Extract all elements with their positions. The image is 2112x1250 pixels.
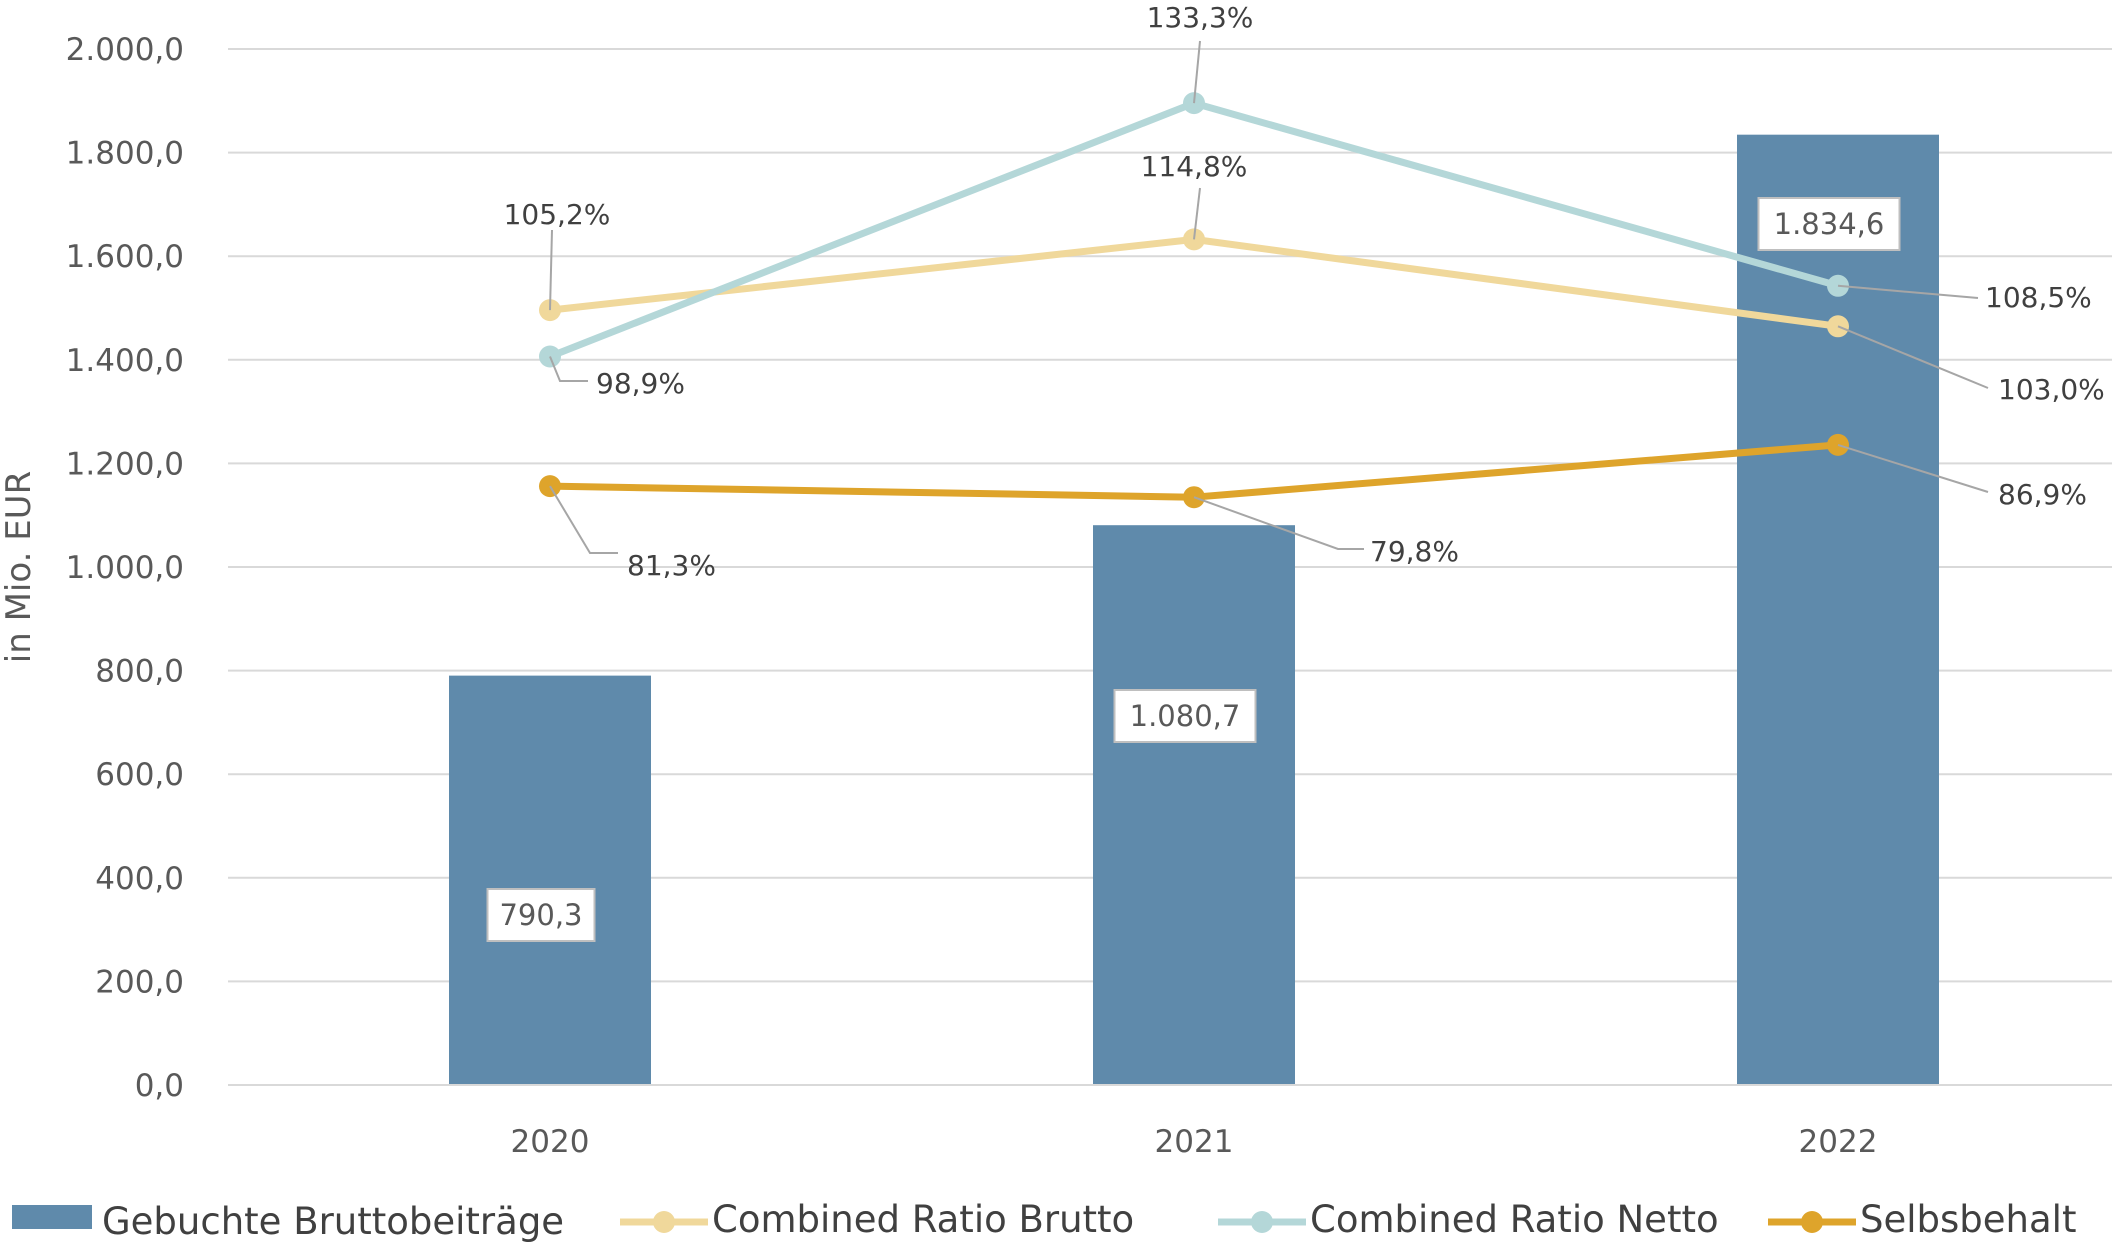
legend-marker	[1801, 1211, 1823, 1233]
line-value-label: 98,9%	[596, 367, 685, 400]
bar-value-box	[1757, 197, 1901, 251]
legend-swatch	[12, 1205, 92, 1229]
leader-line	[549, 229, 553, 311]
bar-series	[449, 134, 1939, 1086]
y-tick-label: 800,0	[95, 654, 184, 690]
y-tick-label: 2.000,0	[66, 32, 184, 68]
leader-line	[1837, 284, 1979, 299]
leader-line	[1193, 496, 1364, 550]
leader-line	[1837, 443, 1989, 493]
y-tick-label: 1.600,0	[66, 239, 184, 275]
leader-line	[549, 485, 618, 554]
line-value-label: 108,5%	[1985, 281, 2092, 314]
line-value-label: 105,2%	[504, 198, 611, 231]
bar-value-box	[486, 888, 596, 942]
y-tick-label: 0,0	[135, 1068, 184, 1104]
bar-value-label: 790,3	[499, 898, 582, 932]
y-tick-label: 1.400,0	[66, 343, 184, 379]
y-tick-label: 1.000,0	[66, 550, 184, 586]
line-value-label: 81,3%	[627, 549, 716, 582]
line-value-label: 114,8%	[1141, 150, 1248, 183]
legend-marker	[1251, 1211, 1273, 1233]
legend-label: Gebuchte Bruttobeiträge	[102, 1200, 564, 1243]
line-value-label: 133,3%	[1147, 1, 1254, 34]
leader-line	[1193, 40, 1201, 104]
line-value-label: 103,0%	[1998, 373, 2105, 406]
x-tick-label: 2020	[511, 1124, 590, 1160]
y-tick-label: 1.800,0	[66, 136, 184, 172]
legend-label: Combined Ratio Netto	[1310, 1198, 1719, 1241]
y-axis-ticks: 0,0 200,0 400,0 600,0 800,0 1.000,0 1.200,0 1.4…	[66, 32, 184, 1104]
y-tick-label: 600,0	[95, 757, 184, 793]
bar	[1093, 525, 1295, 1085]
bar-value-label: 1.080,7	[1130, 699, 1241, 733]
y-tick-label: 1.200,0	[66, 446, 184, 482]
line-value-label: 79,8%	[1370, 535, 1459, 568]
data-labels: 790,3 1.080,7 1.834,6 105,2% 114,8% 103,0% 98,…	[486, 1, 2105, 942]
x-tick-label: 2021	[1155, 1124, 1234, 1160]
legend-label: Selbsbehalt	[1860, 1198, 2076, 1241]
leader-line	[549, 356, 588, 382]
legend-marker	[653, 1211, 675, 1233]
bar-value-label: 1.834,6	[1774, 207, 1885, 241]
y-tick-label: 400,0	[95, 861, 184, 897]
leader-line	[1193, 187, 1201, 240]
y-tick-label: 200,0	[95, 964, 184, 1000]
line-value-label: 86,9%	[1998, 478, 2087, 511]
x-tick-label: 2022	[1799, 1124, 1878, 1160]
x-axis-ticks: 2020 2021 2022	[511, 1124, 1878, 1160]
legend-label: Combined Ratio Brutto	[712, 1198, 1134, 1241]
y-axis-label: in Mio. EUR	[0, 471, 39, 663]
bar-value-box	[1113, 689, 1257, 743]
bar	[449, 675, 651, 1085]
leader-line	[1837, 325, 1989, 389]
legend: Gebuchte Bruttobeiträge Combined Ratio Br…	[12, 1198, 2076, 1243]
